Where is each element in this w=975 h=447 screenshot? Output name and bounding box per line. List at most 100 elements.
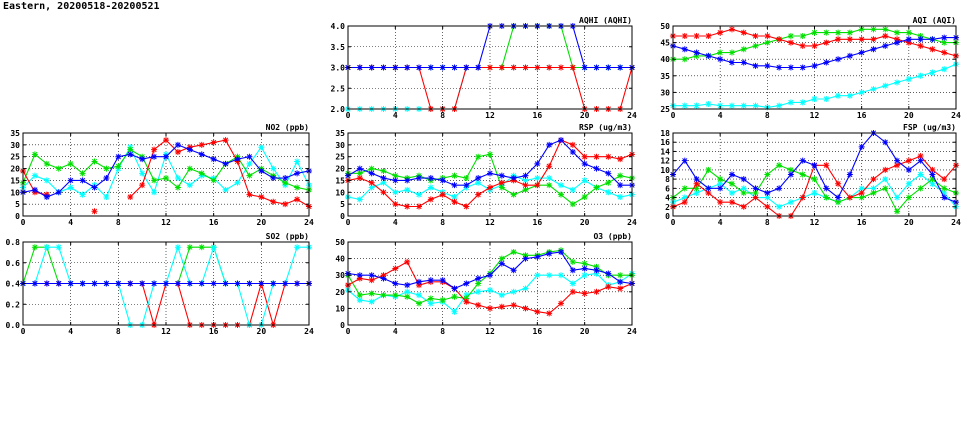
- fsp-series-red-point: [917, 153, 924, 160]
- fsp-series-green-point: [705, 166, 712, 173]
- o3-series-blue-point: [451, 285, 458, 292]
- rsp-series-cyan-point: [534, 175, 541, 182]
- rsp-series-cyan-point: [546, 175, 553, 182]
- rsp-series-blue-point: [522, 172, 529, 179]
- rsp-series-blue-point: [487, 170, 493, 177]
- no2-series-red-line: [129, 139, 310, 207]
- rsp-series-red-point: [404, 203, 411, 210]
- so2-series-blue-point: [55, 280, 62, 287]
- rsp-series-blue-point: [380, 175, 387, 182]
- o3-series-cyan-point: [404, 288, 411, 295]
- fsp-xtick-label: 0: [671, 218, 676, 227]
- aqi-xtick-label: 24: [951, 111, 961, 120]
- fsp-series-blue-point: [823, 185, 830, 192]
- no2-xtick-label: 0: [21, 218, 26, 227]
- so2-series-blue-point: [294, 280, 301, 287]
- o3-xtick-label: 20: [580, 327, 590, 336]
- rsp-series-cyan-point: [475, 179, 482, 186]
- aqi-series-green-point: [870, 26, 877, 33]
- aqhi-series-red-point: [498, 64, 505, 71]
- aqhi-series-red-point: [522, 64, 529, 71]
- fsp-series-cyan-point: [811, 189, 818, 196]
- rsp-series-blue-point: [569, 148, 576, 155]
- aqhi-ytick-label: 4.0: [331, 22, 346, 31]
- no2-series-blue-point: [43, 194, 50, 201]
- o3-series-green-point: [392, 292, 399, 299]
- o3-series-red-point: [546, 310, 553, 317]
- aqi-series-green-point: [858, 26, 865, 33]
- fsp-series-blue-point: [882, 139, 889, 146]
- no2-series-red-point: [91, 208, 98, 215]
- no2-series-red-point: [294, 196, 301, 203]
- aqi-series-red-point: [776, 36, 783, 43]
- rsp-series-blue-point: [593, 165, 600, 172]
- aqhi-series-blue-point: [593, 64, 600, 71]
- o3-series-cyan-point: [427, 300, 434, 307]
- aqhi-xtick-label: 4: [393, 111, 398, 120]
- aqi-series-blue-point: [894, 39, 901, 46]
- fsp-xtick-label: 24: [951, 218, 961, 227]
- rsp-series-green-point: [558, 191, 564, 198]
- fsp-ytick-label: 2: [665, 203, 670, 212]
- rsp-series-green-point: [617, 172, 624, 179]
- rsp-series-green-point: [392, 172, 399, 179]
- aqi-series-green-point: [693, 52, 700, 59]
- so2-series-blue-point: [174, 280, 181, 287]
- o3-ytick-label: 30: [335, 271, 345, 280]
- fsp-series-red-point: [717, 199, 724, 206]
- fsp-series-green-point: [752, 189, 759, 196]
- so2-xtick-label: 24: [304, 327, 314, 336]
- aqi-series-blue-point: [740, 59, 747, 66]
- so2-series-cyan-point: [174, 244, 181, 251]
- o3-series-red-point: [404, 258, 411, 265]
- rsp-series-cyan-point: [368, 184, 375, 191]
- no2-series-green-point: [55, 165, 62, 172]
- o3-series-cyan-point: [498, 292, 505, 299]
- rsp-series-green-point: [356, 170, 363, 177]
- fsp-series-cyan-point: [870, 185, 877, 192]
- aqi-ytick-label: 40: [660, 55, 670, 64]
- o3-series-blue-point: [416, 278, 422, 285]
- aqi-series-cyan-point: [894, 79, 901, 86]
- fsp-series-red-point: [846, 194, 853, 201]
- no2-series-green-point: [198, 170, 205, 177]
- no2-series-cyan-point: [258, 144, 265, 151]
- no2-series-green-point: [174, 184, 181, 191]
- rsp-series-green-point: [605, 179, 612, 186]
- fsp-series-red-point: [705, 189, 712, 196]
- rsp-series-blue-point: [546, 141, 553, 148]
- no2-ytick-label: 20: [10, 165, 20, 174]
- fsp-series-red-point: [882, 166, 889, 173]
- no2-series-cyan-point: [222, 186, 229, 193]
- fsp-series-green-point: [917, 185, 924, 192]
- aqhi-ytick-label: 2.5: [331, 84, 346, 93]
- no2-series-blue-point: [55, 189, 62, 196]
- rsp-series-blue-point: [558, 137, 564, 144]
- fsp-series-red-point: [929, 166, 936, 173]
- fsp-series-green-point: [870, 189, 877, 196]
- no2-series-blue-point: [186, 146, 193, 153]
- o3-series-blue-point: [380, 275, 387, 282]
- o3-series-cyan-point: [475, 288, 482, 295]
- no2-series-green-point: [31, 151, 38, 158]
- no2-series-cyan-point: [151, 189, 158, 196]
- so2-ytick-label: 0.6: [6, 259, 21, 268]
- rsp-series-green-point: [451, 172, 458, 179]
- aqi-series-blue-point: [858, 49, 865, 56]
- o3-series-red-point: [522, 305, 529, 312]
- fsp-series-red-point: [941, 176, 948, 183]
- o3-series-green-point: [380, 292, 387, 299]
- so2-title: SO2 (ppb): [266, 232, 309, 241]
- aqi-series-red-point: [681, 32, 688, 39]
- no2-series-blue-point: [31, 186, 38, 193]
- no2-series-red-point: [174, 148, 181, 155]
- aqi-series-cyan-point: [740, 102, 747, 109]
- o3-series-green-point: [356, 292, 363, 299]
- rsp-series-red-point: [617, 156, 624, 163]
- o3-series-blue-point: [427, 277, 434, 284]
- o3-series-cyan-point: [593, 270, 600, 277]
- aqi-series-cyan-point: [776, 102, 783, 109]
- rsp-series-blue-point: [605, 170, 612, 177]
- no2-ytick-label: 15: [10, 176, 20, 185]
